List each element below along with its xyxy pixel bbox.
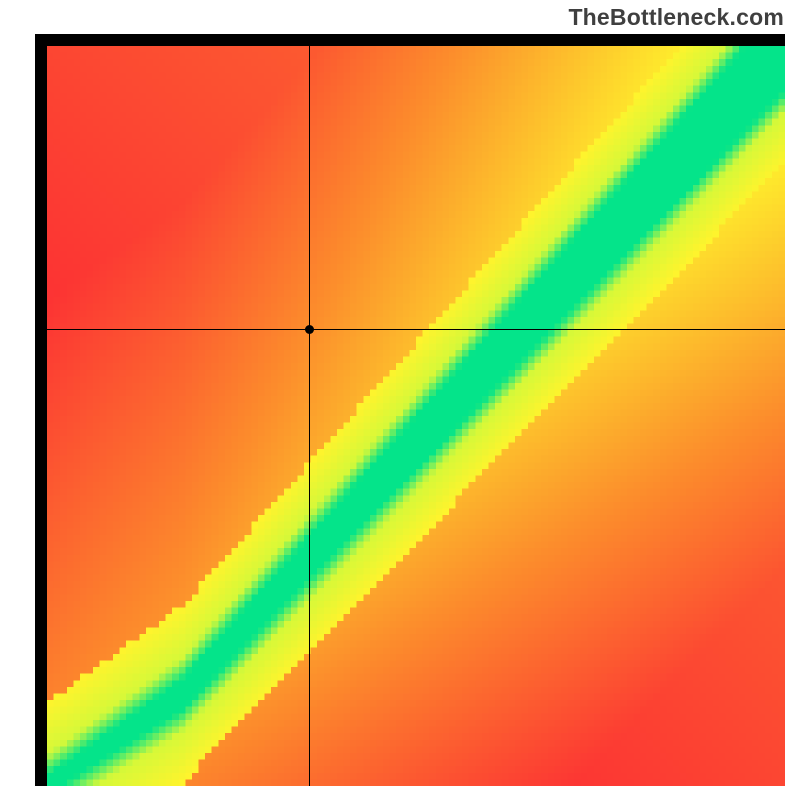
crosshair-horizontal <box>47 329 785 330</box>
plot-area <box>35 34 785 786</box>
heatmap-canvas <box>47 46 785 786</box>
crosshair-vertical <box>309 46 310 786</box>
chart-container: TheBottleneck.com <box>0 0 800 800</box>
watermark-text: TheBottleneck.com <box>568 4 784 31</box>
